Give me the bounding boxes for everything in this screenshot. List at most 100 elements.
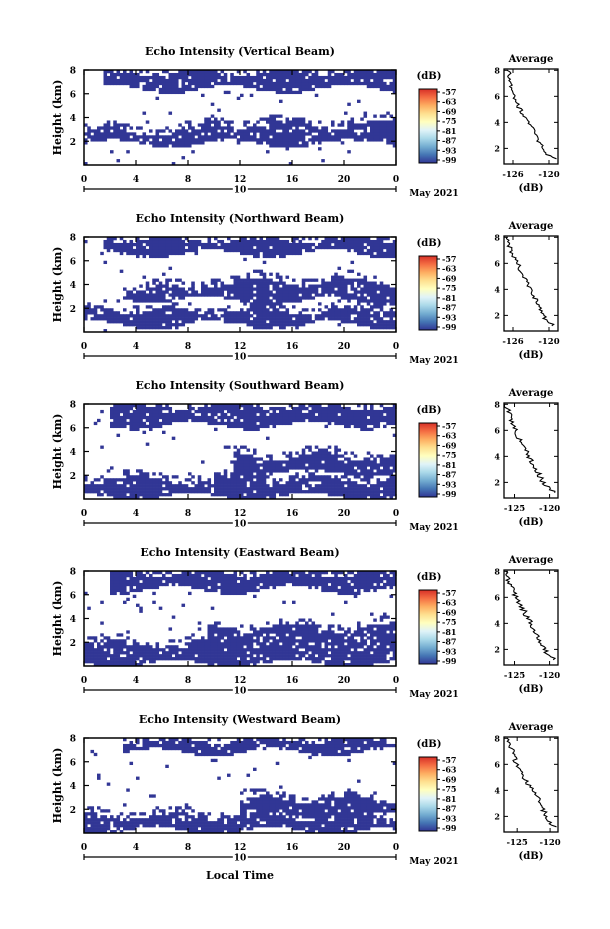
- echo-cell: [298, 242, 303, 247]
- echo-cell: [113, 242, 117, 247]
- echo-cell: [87, 132, 91, 136]
- echo-cell: [230, 317, 234, 321]
- echo-cell: [301, 70, 306, 74]
- echo-cell: [184, 573, 189, 578]
- echo-cell: [119, 320, 124, 324]
- echo-cell: [181, 409, 186, 414]
- echo-cell: [97, 657, 101, 661]
- echo-cell: [188, 412, 192, 417]
- echo-cell: [386, 493, 390, 497]
- echo-cell: [246, 287, 251, 291]
- echo-cell: [269, 138, 273, 142]
- echo-cell: [295, 132, 299, 136]
- echo-cell: [126, 75, 130, 80]
- echo-cell: [220, 645, 225, 649]
- echo-cell: [347, 278, 351, 282]
- echo-cell: [249, 75, 254, 80]
- echo-cell: [331, 478, 335, 482]
- echo-cell: [175, 290, 179, 294]
- echo-cell: [266, 582, 270, 587]
- echo-cell: [113, 424, 117, 429]
- echo-cell: [139, 251, 143, 256]
- colorbar-unit: (dB): [417, 71, 442, 82]
- echo-cell: [158, 293, 163, 297]
- echo-cell: [116, 245, 121, 250]
- echo-cell: [97, 660, 101, 664]
- echo-cell: [240, 284, 244, 288]
- echo-cell: [256, 326, 260, 330]
- echo-cell: [288, 490, 293, 494]
- echo-cell: [100, 645, 104, 649]
- echo-cell: [155, 585, 160, 590]
- echo-cell: [314, 314, 319, 318]
- echo-cell: [269, 126, 273, 130]
- echo-cell: [262, 579, 267, 584]
- echo-cell: [259, 87, 264, 92]
- echo-cell: [113, 654, 117, 658]
- echo-cell: [126, 487, 130, 491]
- echo-cell: [279, 293, 283, 297]
- echo-cell: [142, 582, 147, 587]
- echo-cell: [207, 129, 212, 133]
- echo-cell: [389, 251, 394, 256]
- echo-cell: [259, 135, 264, 139]
- echo-cell: [113, 571, 117, 575]
- echo-cell: [155, 296, 160, 300]
- echo-cell: [373, 424, 377, 429]
- echo-cell: [175, 326, 179, 330]
- echo-cell: [246, 323, 251, 327]
- echo-cell: [249, 78, 254, 83]
- echo-cell: [321, 135, 325, 139]
- echo-cell: [285, 84, 290, 89]
- echo-cell: [243, 412, 247, 417]
- echo-cell: [295, 237, 299, 241]
- echo-cell: [259, 302, 264, 306]
- echo-cell: [119, 317, 124, 321]
- echo-cell: [311, 418, 316, 423]
- echo-cell: [308, 487, 312, 491]
- echo-cell: [256, 478, 260, 482]
- echo-cell: [370, 135, 374, 139]
- echo-cell: [275, 481, 280, 485]
- echo-cell: [370, 70, 374, 74]
- echo-cell: [162, 311, 166, 315]
- echo-cell: [168, 406, 173, 411]
- echo-cell: [103, 311, 108, 315]
- echo-cell: [295, 460, 299, 464]
- echo-cell: [279, 248, 283, 253]
- echo-cell: [285, 466, 290, 470]
- echo-cell: [165, 421, 169, 426]
- echo-cell: [142, 141, 147, 145]
- echo-cell: [113, 660, 117, 664]
- echo-cell: [207, 120, 212, 124]
- echo-cell: [168, 648, 173, 652]
- echo-cell: [106, 636, 111, 640]
- echo-cell: [262, 469, 267, 473]
- echo-cell: [318, 475, 322, 479]
- echo-cell: [363, 308, 368, 312]
- echo-cell: [249, 248, 254, 253]
- echo-cell: [266, 463, 270, 467]
- echo-cell: [155, 308, 160, 312]
- echo-cell: [266, 138, 270, 142]
- echo-cell: [275, 272, 280, 276]
- echo-cell: [311, 406, 316, 411]
- echo-cell: [191, 651, 195, 655]
- echo-cell: [383, 487, 387, 491]
- echo-cell: [246, 138, 251, 142]
- echo-cell: [262, 642, 267, 646]
- echo-cell: [227, 660, 231, 664]
- echo-cell: [360, 126, 364, 130]
- echo-cell: [233, 573, 238, 578]
- echo-cell: [233, 481, 238, 485]
- echo-cell: [119, 484, 124, 488]
- echo-cell: [344, 418, 348, 423]
- echo-cell: [191, 141, 195, 145]
- echo-cell: [392, 126, 397, 130]
- echo-cell: [227, 421, 231, 426]
- echo-cell: [334, 406, 338, 411]
- echo-cell: [171, 490, 176, 494]
- echo-cell: [327, 463, 332, 467]
- echo-cell: [184, 70, 189, 74]
- echo-cell: [259, 278, 264, 282]
